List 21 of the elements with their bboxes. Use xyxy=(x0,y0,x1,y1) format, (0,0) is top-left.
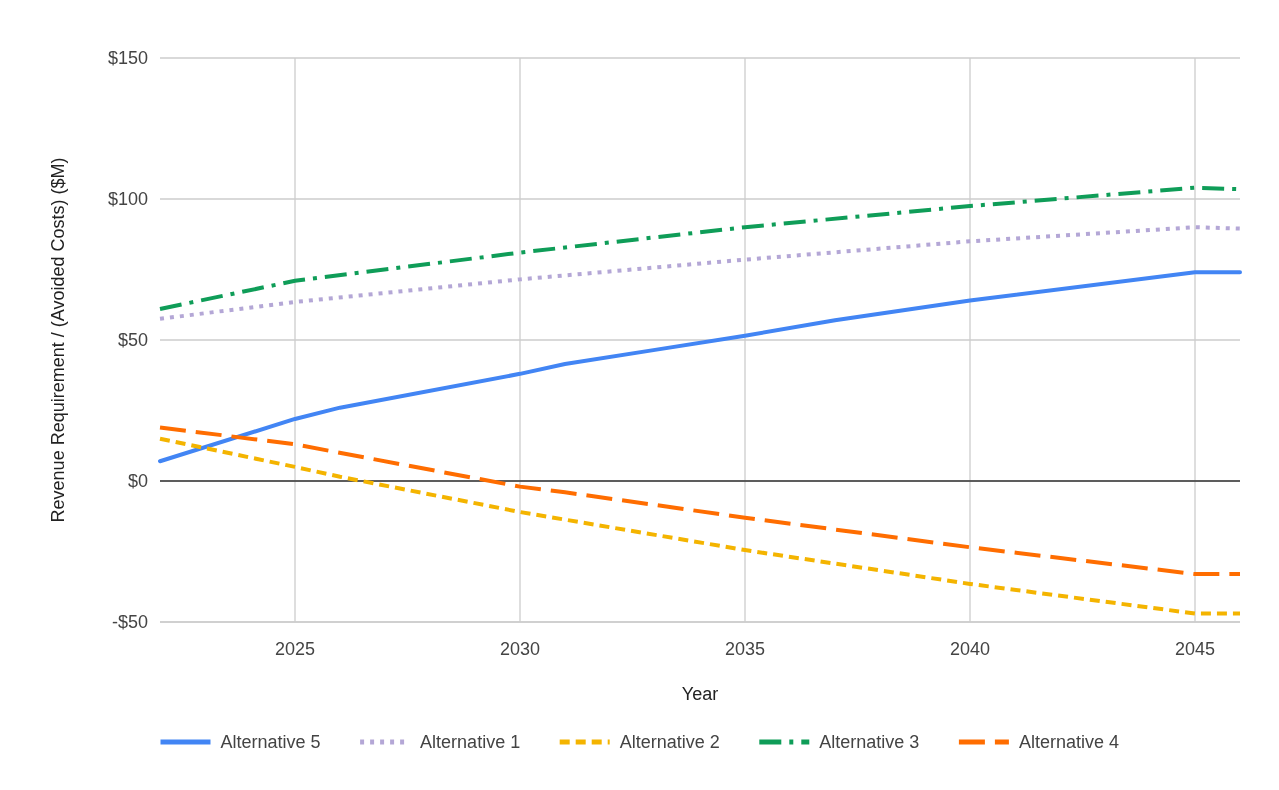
line-series xyxy=(158,270,1242,464)
y-tick-label: -$50 xyxy=(111,612,148,633)
y-tick-label: $100 xyxy=(107,189,148,210)
legend-label: Alternative 4 xyxy=(1018,732,1119,753)
x-tick-label: 2040 xyxy=(949,639,991,659)
legend-label: Alternative 2 xyxy=(619,732,720,753)
x-tick-label: 2045 xyxy=(1174,639,1216,659)
y-axis-title: Revenue Requirement / (Avoided Costs) ($M) xyxy=(48,157,68,523)
y-tick-label: $0 xyxy=(127,471,148,492)
y-tick-label: $150 xyxy=(107,48,148,69)
legend-label: Alternative 3 xyxy=(819,732,920,753)
legend-label: Alternative 1 xyxy=(420,732,521,753)
x-tick-label: 2030 xyxy=(499,639,541,659)
y-tick-label: $50 xyxy=(117,330,148,351)
line-series xyxy=(158,425,1242,577)
x-tick-label: 2025 xyxy=(274,639,316,659)
line-series xyxy=(158,225,1242,321)
line-series xyxy=(158,436,1242,616)
x-tick-label: 2035 xyxy=(724,639,766,659)
legend-label: Alternative 5 xyxy=(220,732,321,753)
x-axis-title: Year xyxy=(681,684,719,704)
